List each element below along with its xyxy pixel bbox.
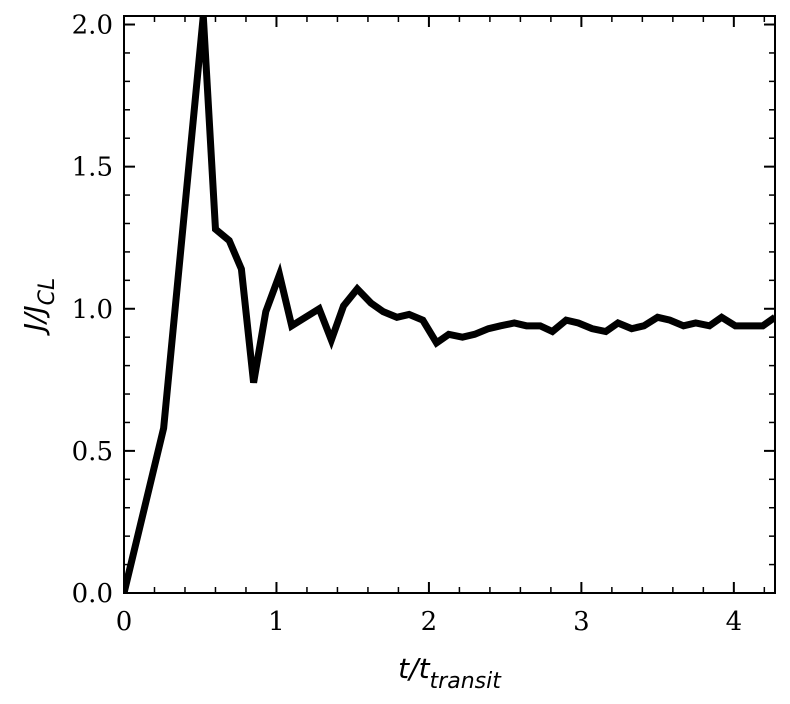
minor-ticks [124, 16, 775, 593]
y-tick-label: 0.0 [72, 579, 113, 609]
x-tick-label: 0 [116, 607, 133, 637]
x-tick-label: 2 [421, 607, 438, 637]
y-tick-label: 1.0 [72, 295, 113, 325]
y-axis-label: J/JCL [18, 278, 60, 337]
series-line [124, 16, 775, 593]
x-axis-label-sub: transit [430, 669, 503, 694]
y-tick-label: 1.5 [72, 153, 113, 183]
x-axis-label-main: t/t [398, 652, 430, 685]
plot-frame [123, 15, 776, 594]
x-tick-label: 3 [573, 607, 590, 637]
y-tick-label: 0.5 [72, 437, 113, 467]
tick-labels: 0 1 2 3 4 0.0 0.5 1.0 1.5 2.0 [72, 11, 742, 637]
x-axis-label: t/ttransit [398, 652, 502, 694]
x-tick-label: 4 [726, 607, 743, 637]
y-axis-label-main: J/J [18, 305, 51, 336]
y-axis-label-sub: CL [35, 278, 60, 306]
y-tick-label: 2.0 [72, 11, 113, 41]
major-ticks [123, 16, 775, 594]
x-tick-label: 1 [268, 607, 285, 637]
